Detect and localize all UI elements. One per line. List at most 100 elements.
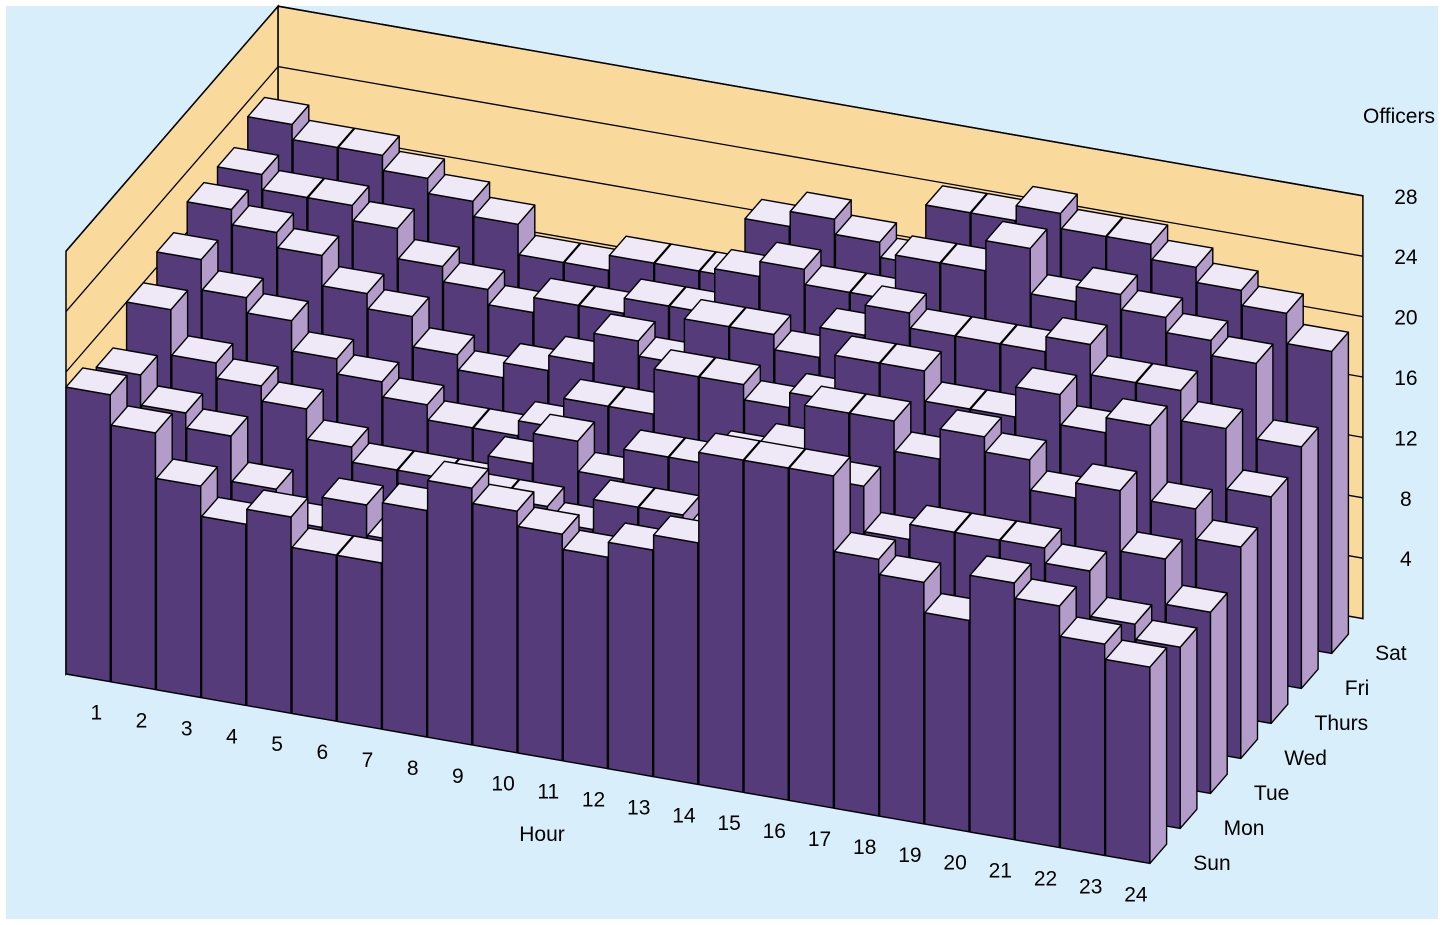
bar-side-face — [1300, 426, 1319, 690]
bar-top-face — [623, 278, 686, 307]
hour-tick-label: 21 — [989, 860, 1012, 883]
bar-top-face — [1165, 584, 1228, 613]
bar-top-face — [1211, 335, 1274, 365]
bar-top-face — [518, 234, 581, 264]
bar-front-face — [336, 554, 383, 730]
bar-top-face — [306, 419, 370, 448]
bar-side-face — [1330, 331, 1350, 655]
bar-top-face — [804, 264, 867, 293]
day-tick-label: Wed — [1284, 747, 1327, 770]
bar-top-face — [1045, 316, 1108, 346]
z-tick-label: 28 — [1394, 186, 1417, 209]
hour-tick-label: 24 — [1124, 883, 1148, 906]
bar-top-face — [1014, 578, 1077, 607]
bar-top-face — [95, 347, 159, 376]
bar-top-face — [185, 408, 249, 437]
bar-top-face — [683, 298, 747, 328]
hour-tick-label: 11 — [537, 781, 559, 804]
hour-tick-label: 10 — [491, 773, 514, 796]
bar-top-face — [894, 235, 958, 264]
hour-tick-label: 1 — [90, 702, 102, 725]
bar-top-face — [592, 479, 656, 508]
bar-top-face — [427, 173, 491, 203]
bar-top-face — [1059, 616, 1123, 645]
bar-top-face — [231, 461, 294, 490]
bar-front-face — [878, 573, 925, 825]
bar-top-face — [608, 235, 672, 264]
bar-top-face — [442, 261, 506, 291]
bar-top-face — [1286, 323, 1350, 353]
bar-top-face — [653, 349, 716, 378]
bar-top-face — [1015, 367, 1078, 396]
bar-top-face — [834, 335, 897, 364]
hour-tick-label: 8 — [407, 757, 419, 780]
day-tick-label: Thurs — [1315, 712, 1369, 735]
bar-side-face — [1179, 627, 1198, 830]
bar-top-face — [834, 214, 898, 243]
hour-tick-label: 16 — [763, 820, 786, 843]
z-tick-label: 4 — [1400, 548, 1412, 571]
bar-top-face — [698, 432, 761, 461]
hour-tick-label: 17 — [808, 828, 831, 851]
bar-front-face — [200, 515, 247, 707]
bar-top-face — [292, 119, 355, 149]
bar-top-face — [186, 181, 249, 211]
bar-front-face — [743, 459, 789, 801]
bar-top-face — [1120, 531, 1183, 560]
z-tick-label: 12 — [1394, 427, 1417, 450]
hour-tick-label: 22 — [1034, 868, 1057, 891]
bar-top-face — [743, 440, 806, 469]
bar-top-face — [1150, 481, 1214, 510]
bar-top-face — [427, 400, 490, 429]
hour-tick-label: 12 — [582, 789, 605, 812]
bar-top-face — [1241, 285, 1304, 314]
bar-top-face — [201, 270, 264, 299]
bar-front-face — [246, 508, 292, 714]
bar-top-face — [337, 354, 400, 383]
bar-top-face — [517, 506, 580, 535]
bar-top-face — [291, 331, 355, 360]
bar-top-face — [412, 327, 475, 356]
bar-top-face — [1075, 463, 1138, 492]
hour-tick-label: 18 — [853, 836, 876, 859]
bar-sun-hour-24 — [1104, 639, 1168, 865]
bar-top-face — [879, 343, 942, 372]
bar-top-face — [426, 460, 490, 489]
bar-front-face — [698, 451, 744, 793]
z-axis-title: Officers — [1363, 105, 1435, 128]
hour-tick-label: 4 — [226, 725, 238, 748]
bar-side-face — [1270, 477, 1289, 725]
bar-front-face — [472, 502, 518, 754]
z-tick-label: 20 — [1394, 307, 1417, 330]
bar-top-face — [1180, 400, 1244, 430]
labels-group: Officers Hour 1 2 3 4 5 6 7 8 9 10 11 12 13 14 15 16 17 1… — [90, 105, 1435, 906]
day-tick-label: Sun — [1193, 852, 1230, 875]
hour-tick-label: 20 — [943, 852, 966, 875]
z-tick-label: 24 — [1394, 246, 1418, 269]
gridline — [65, 5, 1364, 252]
bar-side-face — [1209, 592, 1228, 795]
bar-top-face — [1256, 419, 1319, 448]
day-tick-label: Sat — [1375, 642, 1407, 665]
bar-top-face — [563, 378, 626, 407]
bar-front-face — [562, 548, 609, 770]
bar-top-face — [833, 531, 897, 560]
bar-top-face — [1120, 289, 1184, 319]
day-tick-label: Mon — [1224, 817, 1265, 840]
bar-front-face — [969, 574, 1015, 841]
bar-top-face — [125, 282, 189, 311]
bar-top-face — [1104, 639, 1168, 668]
bar-top-face — [788, 448, 851, 477]
bar-top-face — [1151, 239, 1214, 268]
bars-group — [65, 96, 1350, 865]
bar-top-face — [1165, 312, 1229, 342]
bar-top-face — [1089, 596, 1153, 625]
bar-top-face — [156, 231, 219, 261]
bar-top-face — [532, 413, 596, 442]
hour-tick-label: 6 — [316, 741, 328, 764]
bar-front-face — [426, 479, 473, 746]
bar-top-face — [925, 185, 988, 214]
bar-front-face — [1059, 635, 1106, 857]
